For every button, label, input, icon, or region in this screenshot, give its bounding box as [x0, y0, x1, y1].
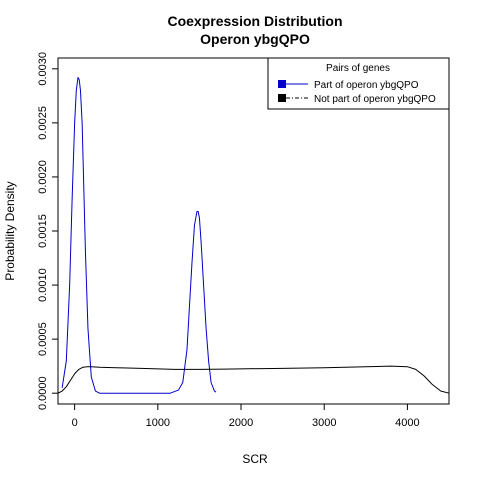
chart-title: Coexpression Distribution	[167, 13, 342, 29]
x-axis-label: SCR	[242, 452, 268, 466]
y-tick-label: 0.0030	[37, 52, 49, 86]
y-tick-label: 0.0000	[37, 376, 49, 410]
x-tick-label: 0	[72, 417, 78, 429]
x-tick-label: 2000	[229, 417, 253, 429]
legend-label-part: Part of operon ybgQPO	[314, 80, 419, 91]
x-tick-label: 1000	[146, 417, 170, 429]
chart-subtitle: Operon ybgQPO	[200, 31, 310, 47]
y-tick-label: 0.0020	[37, 160, 49, 194]
legend-title: Pairs of genes	[326, 63, 390, 74]
y-axis: 0.0000 0.0005 0.0010 0.0015 0.0020 0.0025 0.00…	[37, 52, 58, 410]
y-tick-label: 0.0015	[37, 214, 49, 248]
series-layer	[57, 76, 450, 394]
legend-swatch-not-part	[278, 94, 286, 102]
y-tick-label: 0.0025	[37, 106, 49, 140]
y-tick-label: 0.0005	[37, 322, 49, 356]
y-tick-label: 0.0010	[37, 268, 49, 302]
x-axis: 0 1000 2000 3000 4000	[72, 404, 420, 429]
x-tick-label: 3000	[312, 417, 336, 429]
legend-label-not-part: Not part of operon ybgQPO	[314, 94, 436, 105]
legend: Pairs of genes Part of operon ybgQPO Not…	[267, 57, 450, 110]
y-axis-label: Probability Density	[3, 181, 17, 280]
legend-swatch-part	[278, 80, 286, 88]
series-line-1	[57, 365, 450, 394]
x-tick-label: 4000	[395, 417, 419, 429]
series-line-0	[61, 76, 217, 394]
